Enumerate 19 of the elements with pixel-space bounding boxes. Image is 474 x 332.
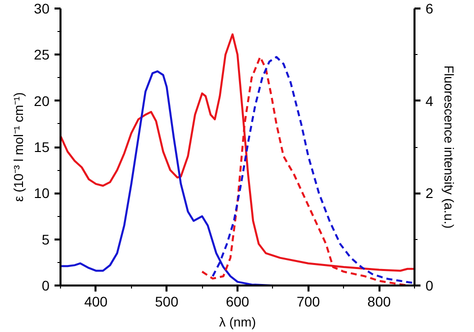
x-axis-title: λ (nm)	[219, 314, 256, 330]
x-tick-label: 400	[84, 294, 108, 310]
x-tick-label: 500	[155, 294, 179, 310]
y-tick-label: 5	[42, 231, 50, 248]
y-tick-label: 15	[34, 139, 50, 155]
x-tick-label: 800	[367, 294, 391, 310]
y2-tick-label: 4	[426, 92, 434, 109]
y2-axis-title: Fluorescence intensity (a.u.)	[441, 65, 456, 229]
y2-tick-label: 2	[426, 185, 434, 202]
y-tick-label: 0	[42, 278, 50, 294]
y-tick-label: 30	[34, 0, 50, 16]
x-tick-label: 600	[226, 294, 250, 310]
x-tick-label: 700	[296, 294, 320, 310]
y-tick-label: 10	[34, 185, 50, 202]
y-axis-title: ε (10⁻³ l mol⁻¹ cm⁻¹)	[10, 92, 26, 202]
y2-tick-label: 6	[426, 0, 434, 16]
y-tick-label: 25	[34, 46, 50, 63]
y2-tick-label: 0	[426, 278, 434, 294]
y-tick-label: 20	[34, 92, 50, 109]
